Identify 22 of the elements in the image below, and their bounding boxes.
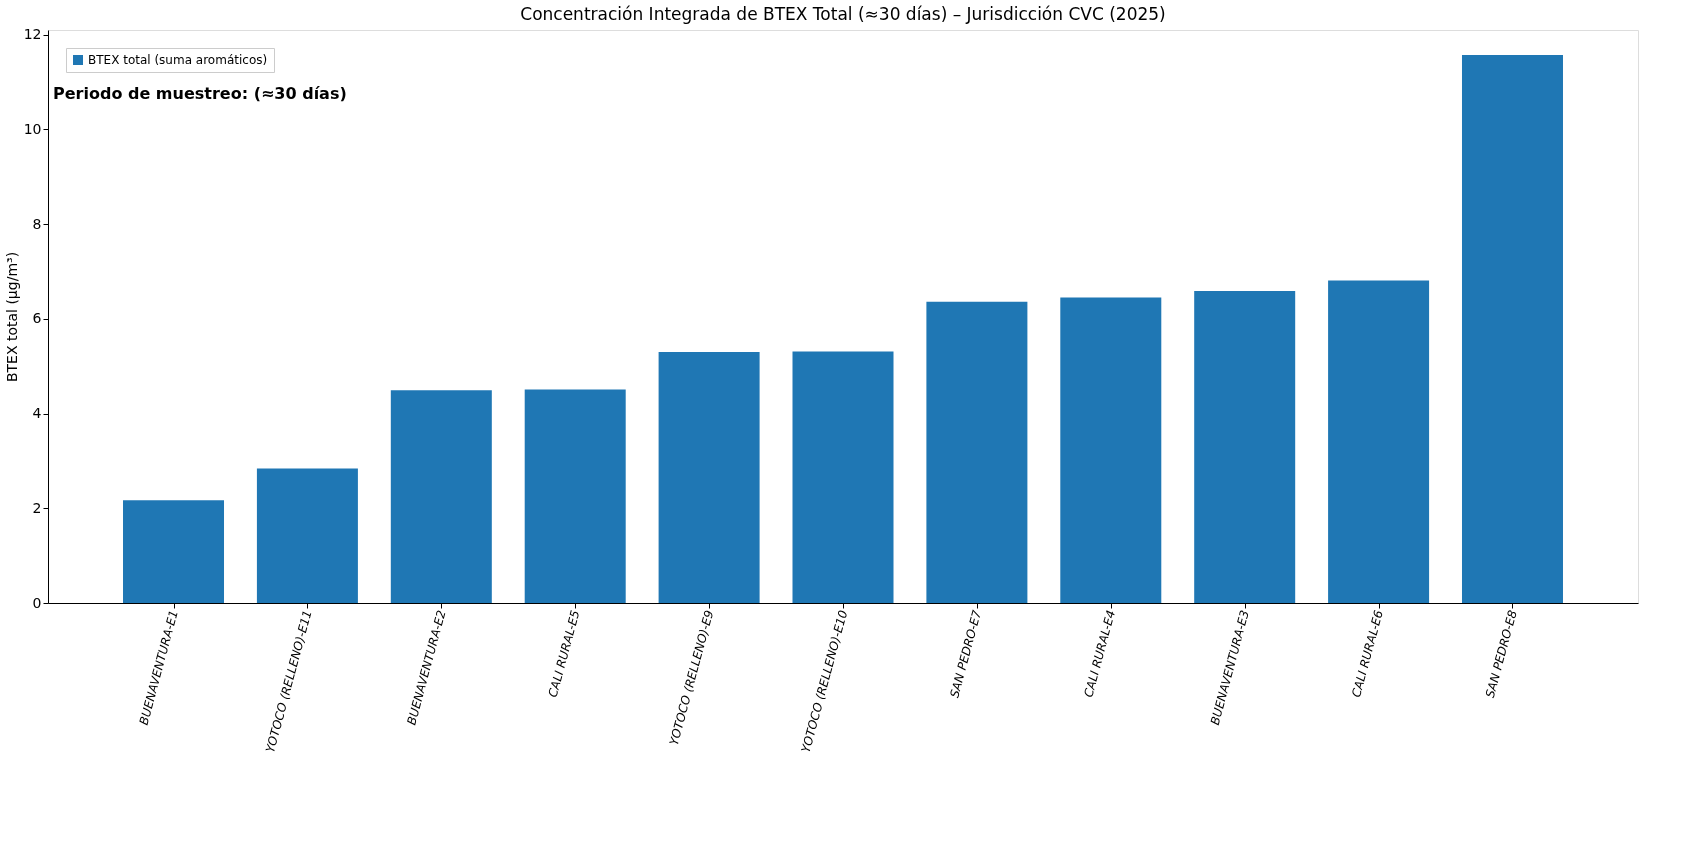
y-axis-title: BTEX total (µg/m³) (3, 251, 20, 383)
legend-label: BTEX total (suma aromáticos) (88, 53, 268, 67)
bar (1194, 290, 1296, 603)
bar (792, 351, 894, 603)
bar (390, 390, 492, 603)
y-tick-label: 4 (32, 405, 42, 422)
y-tick-label: 0 (32, 594, 42, 611)
bar (123, 500, 225, 603)
bar (926, 301, 1028, 603)
bar (1328, 280, 1430, 603)
bar (524, 389, 626, 603)
bar (658, 352, 760, 603)
bar (1461, 55, 1563, 603)
bar (1060, 297, 1162, 603)
y-tick-label: 8 (32, 215, 42, 232)
y-tick-label: 12 (23, 26, 42, 43)
y-tick-label: 2 (32, 499, 42, 516)
y-tick-label: 6 (32, 310, 42, 327)
bar (256, 468, 358, 603)
annotation: Periodo de muestreo: (≈30 días) (53, 84, 347, 103)
chart-title: Concentración Integrada de BTEX Total (≈30 días) – Jurisdicción CVC (2025) (520, 3, 1166, 24)
y-tick-label: 10 (23, 120, 42, 137)
